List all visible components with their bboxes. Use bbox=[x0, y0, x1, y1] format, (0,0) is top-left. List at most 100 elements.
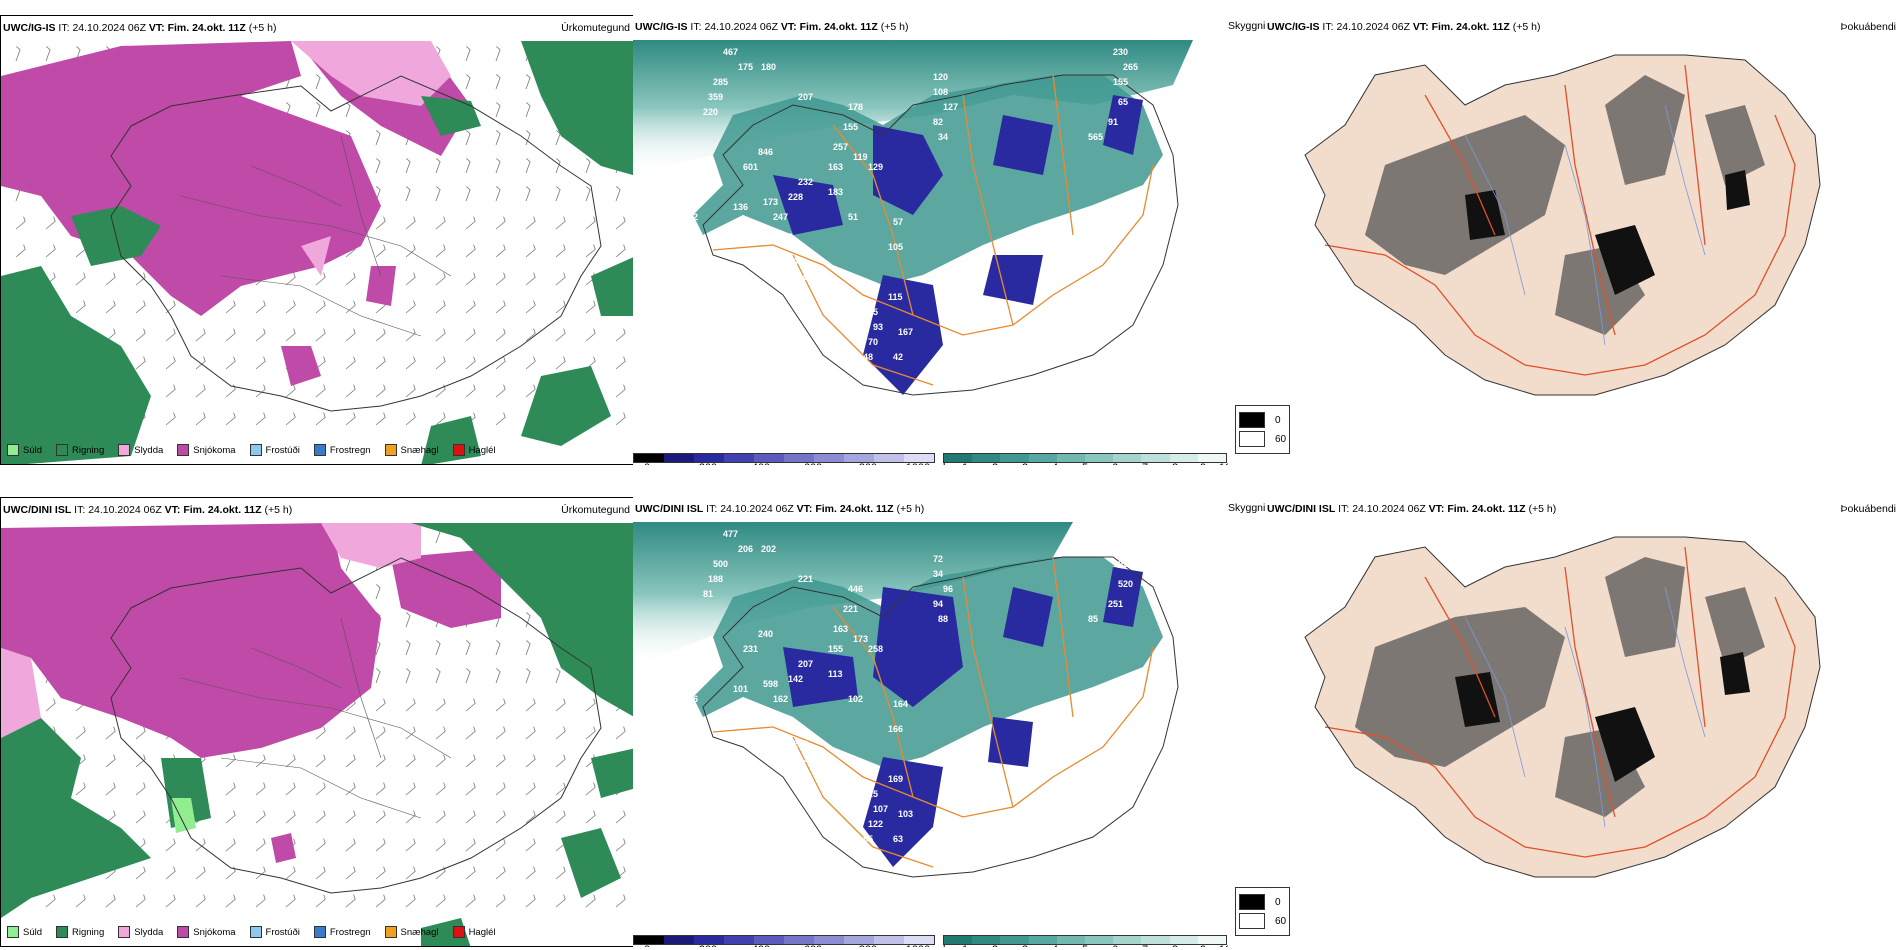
wind-barb bbox=[315, 356, 326, 370]
wind-barb bbox=[255, 866, 266, 880]
wind-barb bbox=[585, 216, 596, 230]
sleet-area bbox=[1, 523, 421, 738]
wind-barb bbox=[525, 74, 531, 90]
wind-barb bbox=[585, 244, 596, 258]
visibility-colorbar bbox=[943, 453, 1227, 463]
ceiling-value: 220 bbox=[703, 107, 718, 117]
wind-barb bbox=[285, 412, 296, 426]
valid-time: Fim. 24.okt. 11Z bbox=[799, 21, 878, 33]
wind-barb bbox=[405, 244, 416, 258]
wind-barb bbox=[75, 894, 86, 908]
ceiling-value: 95 bbox=[793, 257, 803, 267]
wind-barb bbox=[615, 384, 626, 398]
wind-barb bbox=[465, 158, 471, 174]
wind-barb bbox=[375, 754, 386, 768]
wind-barb bbox=[75, 272, 86, 286]
ceiling-value: 173 bbox=[763, 197, 778, 207]
ceiling-value: 164 bbox=[893, 699, 908, 709]
wind-barb bbox=[45, 698, 56, 712]
snow-area-south bbox=[281, 266, 396, 386]
wind-barb bbox=[315, 328, 326, 342]
ceiling-value: 103 bbox=[898, 809, 913, 819]
panel-title: UWC/DINI ISL IT: 24.10.2024 06Z VT: Fim.… bbox=[635, 503, 925, 515]
wind-barb bbox=[105, 272, 116, 286]
wind-barb bbox=[405, 272, 416, 286]
wind-barb bbox=[315, 838, 326, 852]
wind-barb bbox=[435, 668, 441, 684]
ceiling-value: 601 bbox=[743, 162, 758, 172]
wind-barb bbox=[105, 328, 116, 342]
ceiling-value: 122 bbox=[868, 819, 883, 829]
wind-barb bbox=[525, 726, 536, 740]
ceiling-value: 94 bbox=[933, 599, 943, 609]
wind-barb bbox=[375, 726, 386, 740]
wind-barb bbox=[285, 782, 296, 796]
wind-barb bbox=[435, 782, 446, 796]
wind-barb bbox=[525, 186, 531, 202]
ceiling-value: 169 bbox=[888, 774, 903, 784]
legend-item: Snæhagl bbox=[384, 926, 439, 938]
lead-time: (+5 h) bbox=[1528, 503, 1557, 515]
wind-barb bbox=[225, 328, 236, 342]
ceiling-value: 79 bbox=[773, 789, 783, 799]
wind-barb bbox=[375, 356, 386, 370]
wind-barb bbox=[165, 300, 176, 314]
wind-barb bbox=[465, 328, 476, 342]
model-name: UWC/DINI ISL bbox=[635, 503, 704, 515]
wind-barb bbox=[555, 668, 561, 684]
wind-barb bbox=[465, 754, 476, 768]
wind-barb bbox=[195, 384, 206, 398]
wind-barb bbox=[405, 216, 416, 230]
model-name: UWC/DINI ISL bbox=[1267, 503, 1336, 515]
wind-barb bbox=[15, 244, 26, 258]
wind-barb bbox=[285, 300, 296, 314]
ceiling-value: 127 bbox=[943, 102, 958, 112]
legend-item: Frostregn bbox=[313, 926, 371, 938]
ceiling-value: 65 bbox=[1118, 97, 1128, 107]
wind-barb bbox=[525, 244, 536, 258]
fog-index-label: Þokuábendi bbox=[1840, 503, 1896, 515]
wind-barb bbox=[225, 412, 236, 426]
wind-barb bbox=[525, 356, 536, 370]
init-time: 24.10.2024 06Z bbox=[88, 504, 162, 516]
wind-barb bbox=[255, 754, 266, 768]
visibility-colorbar bbox=[943, 935, 1227, 945]
roads bbox=[712, 74, 1154, 386]
legend-item: Snæhagl bbox=[384, 444, 439, 456]
wind-barb bbox=[465, 810, 476, 824]
wind-barb bbox=[315, 74, 321, 90]
wind-barb bbox=[465, 74, 471, 90]
wind-barb bbox=[165, 384, 176, 398]
wind-barb bbox=[165, 894, 176, 908]
wind-barb bbox=[405, 894, 416, 908]
wind-barb bbox=[375, 584, 381, 600]
wind-barb bbox=[405, 726, 416, 740]
legend-item: Haglél bbox=[452, 926, 496, 938]
wind-barb bbox=[315, 782, 326, 796]
wind-barb bbox=[465, 300, 476, 314]
coastline bbox=[110, 75, 602, 412]
legend-item: Rigning bbox=[56, 444, 104, 456]
fog-gray-legend-bottom: 0 60 bbox=[1235, 887, 1291, 936]
precip-legend: Súld Rigning Slydda Snjókoma Frostúði Fr… bbox=[7, 926, 496, 938]
wind-barb bbox=[315, 754, 326, 768]
wind-barb bbox=[135, 328, 146, 342]
wind-barb bbox=[495, 894, 506, 908]
ceiling-value: 136 bbox=[733, 202, 748, 212]
wind-barb bbox=[15, 46, 21, 62]
wind-barb bbox=[255, 300, 266, 314]
wind-barb bbox=[135, 300, 146, 314]
ceiling-value: 167 bbox=[898, 327, 913, 337]
ceiling-ticks: m 0 200 400 600 800 1000 bbox=[633, 462, 943, 465]
wind-barb bbox=[495, 328, 506, 342]
wind-barb bbox=[375, 698, 386, 712]
wind-barb bbox=[225, 782, 236, 796]
fog-index-panel-bottom: UWC/DINI ISL IT: 24.10.2024 06Z VT: Fim.… bbox=[1265, 497, 1900, 947]
wind-barb bbox=[345, 726, 356, 740]
wind-barb bbox=[555, 698, 566, 712]
ceiling-value: 155 bbox=[843, 122, 858, 132]
island-fill bbox=[1305, 537, 1820, 877]
ceiling-value: 115 bbox=[888, 292, 903, 302]
wind-barb bbox=[495, 698, 506, 712]
